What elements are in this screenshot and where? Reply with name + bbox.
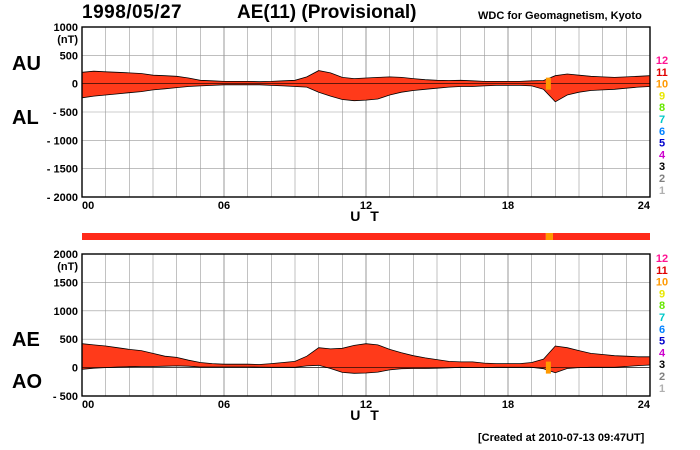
chart-title: AE(11) (Provisional) <box>237 2 417 23</box>
y-tick-label: 1000 <box>54 306 78 318</box>
au-al-area <box>82 70 650 102</box>
x-tick-label: 12 <box>360 399 372 411</box>
y-tick-label: 1500 <box>54 277 78 289</box>
legend-entry-7: 7 <box>659 114 665 126</box>
legend-entry-2: 2 <box>659 371 665 383</box>
au-al-frame <box>81 26 651 198</box>
x-tick-label: 00 <box>82 399 94 411</box>
legend-entry-11: 11 <box>656 67 668 79</box>
x-tick-label: 06 <box>218 399 230 411</box>
y-tick-label: 0 <box>72 79 78 91</box>
series-label-AL: AL <box>12 107 39 129</box>
legend-entry-1: 1 <box>659 383 665 395</box>
ae-ao-level-marker <box>545 361 551 374</box>
series-line-AU <box>81 70 651 83</box>
x-tick-label: 00 <box>82 200 94 212</box>
legend-entry-6: 6 <box>659 126 665 138</box>
x-axis-label: U T <box>350 208 382 224</box>
date-title: 1998/05/27 <box>82 2 183 23</box>
y-tick-label: 2000 <box>54 249 78 261</box>
y-unit-label: (nT) <box>57 261 78 273</box>
legend-entry-1: 1 <box>659 185 665 197</box>
legend-entry-3: 3 <box>659 359 665 371</box>
legend-entry-2: 2 <box>659 173 665 185</box>
legend-entry-8: 8 <box>659 300 665 312</box>
y-tick-label: 500 <box>60 50 78 62</box>
legend-entry-9: 9 <box>659 90 665 102</box>
legend-entry-7: 7 <box>659 312 665 324</box>
legend-entry-12: 12 <box>656 253 668 265</box>
series-label-AU: AU <box>12 53 41 75</box>
y-tick-label: - 2000 <box>47 192 78 204</box>
y-unit-label: (nT) <box>57 34 78 46</box>
x-axis-label: U T <box>350 407 382 423</box>
legend-entry-5: 5 <box>659 336 665 348</box>
legend-entry-12: 12 <box>656 55 668 67</box>
y-tick-label: - 1500 <box>47 164 78 176</box>
series-line-AE <box>81 343 650 365</box>
x-tick-label: 06 <box>218 200 230 212</box>
legend-entry-4: 4 <box>659 347 666 359</box>
y-tick-label: 0 <box>72 363 78 375</box>
series-line-AO <box>81 364 651 374</box>
y-tick-label: - 1000 <box>47 135 78 147</box>
series-label-AE: AE <box>12 329 40 351</box>
series-label-AO: AO <box>12 371 42 393</box>
x-tick-label: 24 <box>638 200 651 212</box>
y-tick-label: 500 <box>60 334 78 346</box>
y-tick-label: - 500 <box>53 391 78 403</box>
ae-ao-area <box>82 343 650 374</box>
legend-entry-3: 3 <box>659 161 665 173</box>
legend-entry-11: 11 <box>656 265 668 277</box>
quality-bar-segment-1 <box>545 233 553 240</box>
y-tick-label: - 500 <box>53 107 78 119</box>
x-tick-label: 12 <box>360 200 372 212</box>
x-tick-label: 24 <box>638 399 651 411</box>
legend-entry-10: 10 <box>656 277 668 289</box>
legend-entry-8: 8 <box>659 102 665 114</box>
series-line-AL <box>81 84 651 103</box>
created-timestamp: [Created at 2010-07-13 09:47UT] <box>478 432 645 444</box>
x-tick-label: 18 <box>502 399 514 411</box>
quality-bar-segment-0 <box>82 233 546 240</box>
y-tick-label: 1000 <box>54 22 78 34</box>
legend-entry-10: 10 <box>656 79 668 91</box>
organization-label: WDC for Geomagnetism, Kyoto <box>478 10 642 22</box>
ae-ao-frame <box>81 253 651 397</box>
legend-entry-9: 9 <box>659 288 665 300</box>
legend-entry-5: 5 <box>659 138 665 150</box>
au-al-level-marker <box>545 77 551 90</box>
x-tick-label: 18 <box>502 200 514 212</box>
legend-entry-4: 4 <box>659 149 666 161</box>
legend-entry-6: 6 <box>659 324 665 336</box>
quality-bar-segment-2 <box>552 233 650 240</box>
